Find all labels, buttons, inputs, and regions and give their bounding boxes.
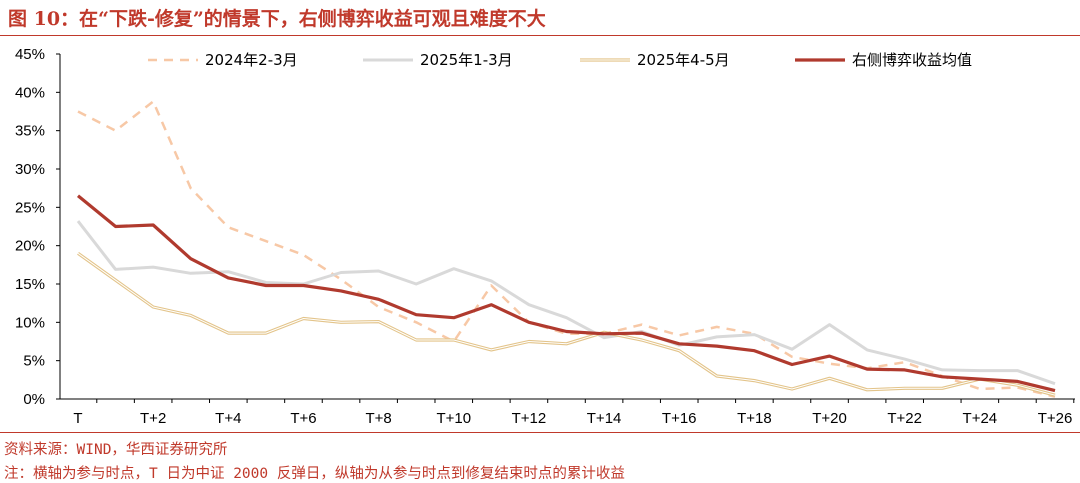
- y-tick-label: 15%: [15, 276, 45, 293]
- legend-label: 2025年1-3月: [420, 51, 513, 69]
- axis-footnote: 注：横轴为参与时点，T 日为中证 2000 反弹日，纵轴为从参与时点到修复结束时…: [4, 466, 625, 482]
- series-line-inner: [77, 252, 1056, 396]
- series-line-group: [77, 251, 1056, 397]
- legend-item: 右侧博弈收益均值: [795, 51, 972, 69]
- x-tick-label: T+26: [1038, 410, 1073, 427]
- legend-label: 2024年2-3月: [205, 51, 298, 69]
- x-tick-label: T+14: [587, 410, 622, 427]
- y-tick-label: 10%: [15, 314, 45, 331]
- legend-label: 2025年4-5月: [637, 51, 730, 69]
- x-tick-label: T: [73, 410, 82, 427]
- series-line-group: [76, 220, 1056, 386]
- line-chart: 0% 5% 10% 15% 20% 25% 30% 35% 40% 45% T T+2 T+4 T+6 T+…: [15, 46, 1075, 427]
- x-tick-label: T+20: [812, 410, 847, 427]
- title-divider: [0, 35, 1080, 36]
- legend-item: 2024年2-3月: [148, 51, 298, 69]
- chart-legend: 2024年2-3月 2025年1-3月 2025年4-5月 右侧博弈收益均值: [148, 51, 972, 69]
- series-line: [76, 220, 1056, 386]
- y-tick-label: 25%: [15, 199, 45, 216]
- series-line: [77, 100, 1056, 398]
- x-tick-label: T+18: [737, 410, 772, 427]
- y-tick-label: 30%: [15, 161, 45, 178]
- footer-divider: [0, 432, 1080, 433]
- y-tick-label: 5%: [23, 353, 45, 370]
- x-tick-label: T+10: [436, 410, 471, 427]
- x-tick-label: T+22: [887, 410, 922, 427]
- x-tick-label: T+2: [140, 410, 166, 427]
- x-tick-label: T+16: [662, 410, 697, 427]
- y-tick-label: 45%: [15, 46, 45, 63]
- chart-series: [76, 100, 1056, 398]
- series-line-group: [76, 194, 1056, 393]
- chart-title: 图 10：在“下跌-修复”的情景下，右侧博弈收益可观且难度不大: [8, 8, 546, 30]
- chart-axes: 0% 5% 10% 15% 20% 25% 30% 35% 40% 45% T T+2 T+4 T+6 T+…: [15, 46, 1075, 427]
- y-tick-label: 20%: [15, 238, 45, 255]
- legend-item: 2025年1-3月: [363, 51, 513, 69]
- series-line: [76, 194, 1056, 393]
- x-tick-label: T+4: [215, 410, 241, 427]
- x-tick-label: T+8: [365, 410, 391, 427]
- y-tick-label: 40%: [15, 84, 45, 101]
- legend-item: 2025年4-5月: [580, 51, 730, 69]
- series-line-group: [77, 100, 1056, 398]
- y-tick-label: 35%: [15, 123, 45, 140]
- x-tick-label: T+24: [963, 410, 998, 427]
- legend-label: 右侧博弈收益均值: [852, 51, 972, 69]
- x-tick-label: T+6: [290, 410, 316, 427]
- x-tick-label: T+12: [512, 410, 547, 427]
- source-note: 资料来源：WIND，华西证券研究所: [4, 442, 228, 458]
- y-tick-label: 0%: [23, 391, 45, 408]
